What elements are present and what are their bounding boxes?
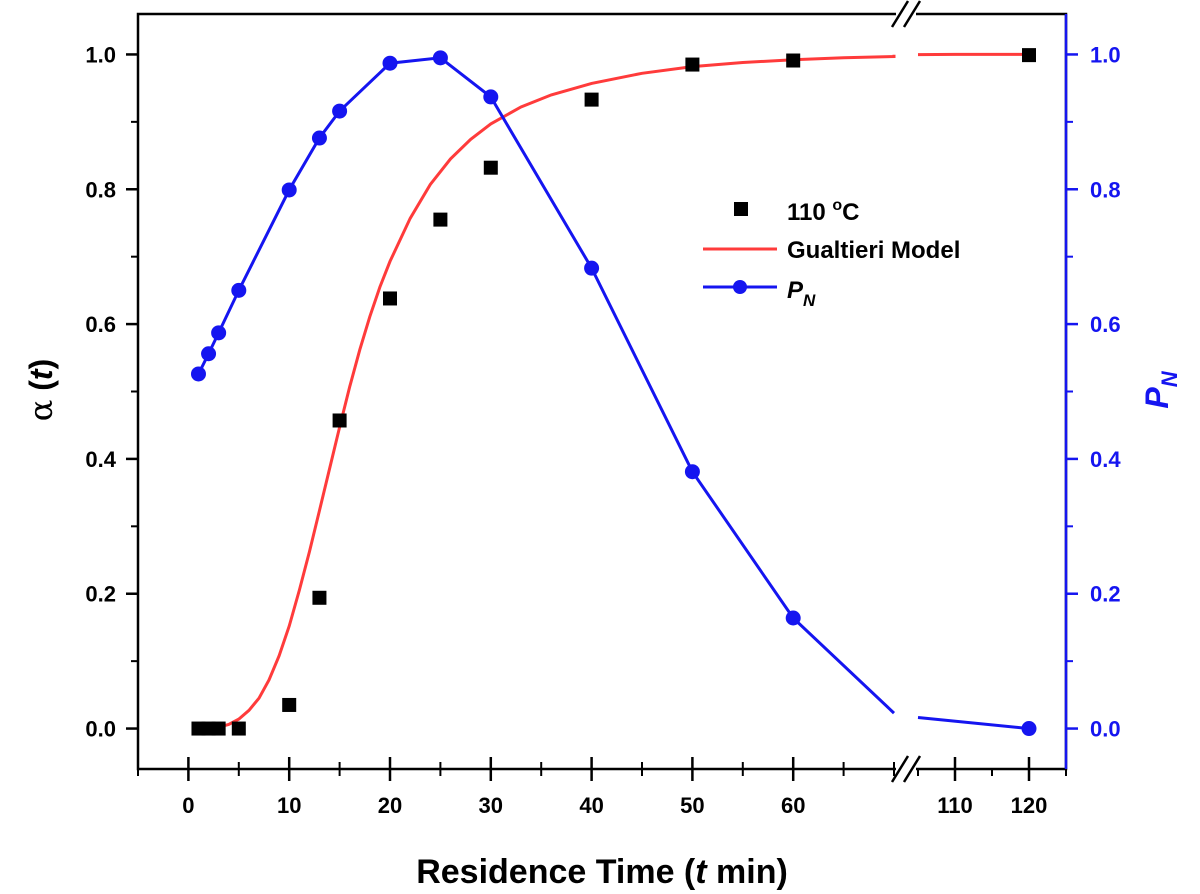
y-left-tick-label: 0.0 bbox=[85, 717, 116, 742]
x-tick-label: 60 bbox=[781, 793, 805, 818]
y-right-tick-label: 0.2 bbox=[1090, 582, 1121, 607]
y-right-tick-label: 0.6 bbox=[1090, 312, 1121, 337]
x-tick-label: 0 bbox=[182, 793, 194, 818]
scatter-point bbox=[383, 291, 397, 306]
pn-point bbox=[201, 346, 217, 362]
pn-point bbox=[332, 103, 348, 119]
legend-label-pn: PN bbox=[787, 277, 816, 310]
pn-point bbox=[785, 610, 801, 626]
pn-point bbox=[281, 182, 297, 198]
axis-break-marks bbox=[890, 0, 922, 783]
legend-marker-pn bbox=[733, 280, 747, 294]
pn-point bbox=[311, 130, 327, 146]
x-tick-label: 120 bbox=[1011, 793, 1048, 818]
break-gap-top bbox=[896, 10, 916, 18]
break-slash bbox=[902, 0, 922, 28]
pn-point bbox=[584, 260, 600, 276]
legend: 110 oC Gualtieri Model PN bbox=[703, 197, 960, 310]
scatter-point bbox=[685, 57, 700, 72]
y-axis-right-title: PN bbox=[1139, 370, 1182, 408]
y-left-tick-label: 0.4 bbox=[85, 447, 116, 472]
legend-label-gualtieri: Gualtieri Model bbox=[787, 237, 960, 264]
y-right-tick-label: 0.8 bbox=[1090, 177, 1121, 202]
y-left-tick-label: 1.0 bbox=[85, 42, 116, 67]
break-gap-bottom bbox=[896, 765, 916, 773]
pn-line bbox=[197, 56, 896, 715]
y-right-tick-label: 1.0 bbox=[1090, 42, 1121, 67]
y-left-tick-label: 0.6 bbox=[85, 312, 116, 337]
y-axis-left: 0.0 0.2 0.4 0.6 0.8 1.0 bbox=[85, 42, 138, 742]
break-slash bbox=[890, 755, 910, 783]
legend-label-110c: 110 oC bbox=[787, 197, 860, 226]
scatter-point bbox=[312, 590, 327, 605]
x-tick-label: 40 bbox=[579, 793, 603, 818]
scatter-point bbox=[332, 413, 347, 428]
pn-point bbox=[231, 282, 247, 298]
y-right-tick-label: 0.0 bbox=[1090, 717, 1121, 742]
y-left-tick-label: 0.2 bbox=[85, 582, 116, 607]
scatter-point bbox=[1022, 48, 1036, 63]
x-tick-label: 110 bbox=[937, 793, 973, 818]
x-axis-title: Residence Time (t min) bbox=[416, 853, 788, 891]
scatter-point bbox=[211, 721, 226, 736]
y-left-tick-label: 0.8 bbox=[85, 177, 116, 202]
scatter-point bbox=[483, 160, 498, 175]
pn-point bbox=[211, 325, 227, 341]
scatter-point bbox=[433, 212, 448, 227]
y-axis-right: 0.0 0.2 0.4 0.6 0.8 1.0 bbox=[1066, 42, 1121, 742]
scatter-point bbox=[786, 53, 801, 68]
x-tick-label: 10 bbox=[277, 793, 301, 818]
pn-point bbox=[1021, 721, 1037, 737]
x-tick-label: 50 bbox=[680, 793, 704, 818]
pn-point bbox=[190, 366, 206, 382]
pn-point bbox=[483, 89, 499, 105]
x-axis: 0 10 20 30 40 50 60 110 120 bbox=[137, 757, 1067, 818]
gualtieri-curve bbox=[198, 54, 896, 731]
x-tick-label: 20 bbox=[378, 793, 402, 818]
plot-area bbox=[190, 48, 1037, 737]
y-axis-left-title: α (t) bbox=[22, 359, 60, 421]
legend-marker-scatter bbox=[734, 202, 748, 216]
pn-point bbox=[684, 464, 700, 480]
pn-point bbox=[432, 50, 448, 66]
pn-point bbox=[382, 55, 398, 71]
scatter-point bbox=[584, 92, 599, 107]
pn-line bbox=[917, 716, 1030, 731]
break-slash bbox=[902, 755, 922, 783]
x-tick-label: 30 bbox=[479, 793, 503, 818]
plot-frame bbox=[136, 12, 1068, 771]
scatter-point bbox=[231, 721, 246, 736]
y-right-tick-label: 0.4 bbox=[1090, 447, 1121, 472]
scatter-point bbox=[282, 697, 297, 712]
break-slash bbox=[890, 0, 910, 28]
